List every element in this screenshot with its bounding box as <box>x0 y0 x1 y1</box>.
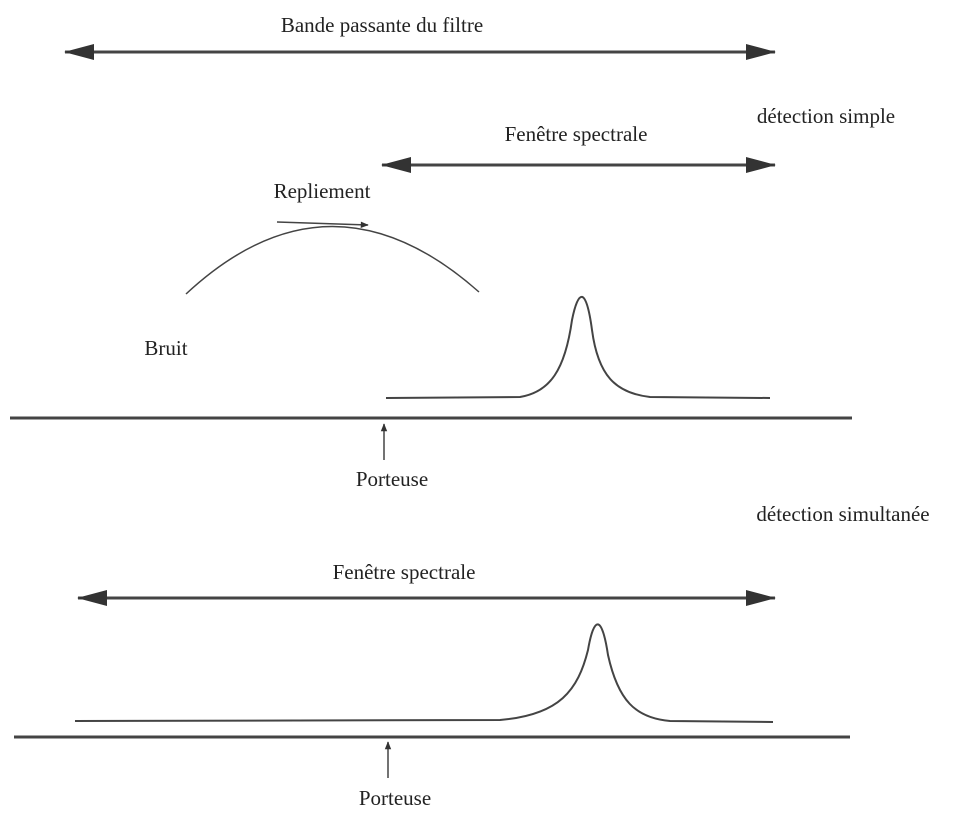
spectrum-peak-1 <box>385 295 771 399</box>
noise-label: Bruit <box>144 336 187 360</box>
simple-detection-label: détection simple <box>757 104 895 128</box>
aliasing-arrow <box>276 221 369 228</box>
carrier-label-1: Porteuse <box>356 467 428 491</box>
spectrum-peak-2 <box>74 623 774 723</box>
aliasing-arc <box>185 225 480 295</box>
simultaneous-detection-label: détection simultanée <box>756 502 929 526</box>
filter-band-label: Bande passante du filtre <box>281 13 483 37</box>
aliasing-label: Repliement <box>274 179 371 203</box>
carrier-label-2: Porteuse <box>359 786 431 810</box>
spectral-window-label-2: Fenêtre spectrale <box>333 560 476 584</box>
spectral-window-label: Fenêtre spectrale <box>505 122 648 146</box>
